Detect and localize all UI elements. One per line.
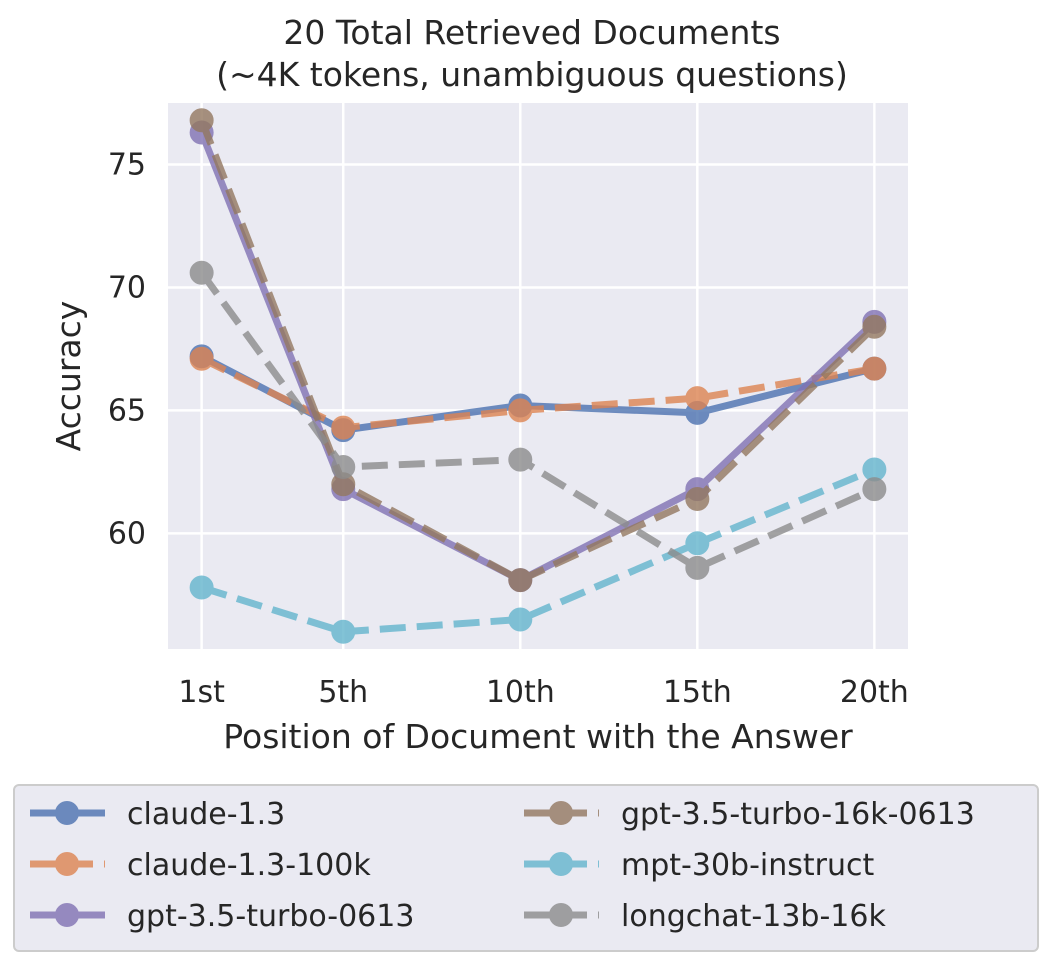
data-point xyxy=(685,531,710,556)
data-point xyxy=(508,607,533,632)
series-gpt-3.5-turbo-16k-0613 xyxy=(189,108,887,593)
y-tick-label: 60 xyxy=(108,516,146,551)
x-tick-label: 10th xyxy=(486,675,555,710)
plot-area xyxy=(168,103,908,649)
data-point xyxy=(331,619,356,644)
legend-item-claude-1.3-100k xyxy=(30,852,105,876)
data-point xyxy=(862,314,887,339)
legend-item-mpt-30b-instruct xyxy=(524,852,599,876)
data-point xyxy=(189,575,214,600)
legend-label: longchat-13b-16k xyxy=(621,899,886,934)
legend-label: gpt-3.5-turbo-16k-0613 xyxy=(621,797,975,832)
series-line xyxy=(198,118,877,584)
series-mpt-30b-instruct xyxy=(189,457,887,644)
data-point xyxy=(189,346,214,371)
data-point xyxy=(862,356,887,381)
legend-box xyxy=(13,784,1039,952)
legend-item-claude-1.3 xyxy=(30,801,105,825)
x-tick-label: 15th xyxy=(663,675,732,710)
legend-marker xyxy=(549,801,573,825)
data-point xyxy=(189,260,214,285)
legend-label: gpt-3.5-turbo-0613 xyxy=(127,899,414,934)
legend-label: claude-1.3 xyxy=(127,797,285,832)
legend-item-gpt-3.5-turbo-16k-0613 xyxy=(524,801,599,825)
data-point xyxy=(508,398,533,423)
data-point xyxy=(862,477,887,502)
legend-item-gpt-3.5-turbo-0613 xyxy=(30,903,105,927)
data-point xyxy=(685,486,710,511)
y-tick-label: 75 xyxy=(108,147,146,182)
chart-subtitle: (~4K tokens, unambiguous questions) xyxy=(216,55,848,94)
legend: claude-1.3 claude-1.3-100k gpt-3.5-turbo-0… xyxy=(13,784,1039,952)
data-point xyxy=(508,568,533,593)
y-axis-label: Accuracy xyxy=(49,301,88,452)
data-point xyxy=(189,108,214,133)
legend-marker xyxy=(549,903,573,927)
y-axis-ticks: 60 65 70 75 xyxy=(108,147,146,551)
y-tick-label: 65 xyxy=(108,393,146,428)
y-tick-label: 70 xyxy=(108,270,146,305)
data-point xyxy=(685,555,710,580)
chart-title: 20 Total Retrieved Documents xyxy=(283,13,780,52)
x-axis-label: Position of Document with the Answer xyxy=(223,717,853,756)
legend-label: claude-1.3-100k xyxy=(127,848,371,883)
series-longchat-13b-16k xyxy=(189,260,887,580)
legend-marker xyxy=(55,801,79,825)
x-tick-label: 1st xyxy=(178,675,225,710)
x-tick-label: 5th xyxy=(318,675,368,710)
legend-item-longchat-13b-16k xyxy=(524,903,599,927)
x-tick-label: 20th xyxy=(840,675,909,710)
data-point xyxy=(331,415,356,440)
legend-marker xyxy=(55,903,79,927)
series-line xyxy=(200,466,876,636)
data-point xyxy=(331,455,356,479)
x-axis-ticks: 1st 5th 10th 15th 20th xyxy=(178,675,908,710)
legend-marker xyxy=(549,852,573,876)
data-point xyxy=(508,447,533,472)
series-lines xyxy=(189,108,887,644)
data-point xyxy=(685,386,710,411)
legend-marker xyxy=(55,852,79,876)
series-claude-1.3-100k xyxy=(189,346,887,440)
legend-label: mpt-30b-instruct xyxy=(621,848,874,883)
